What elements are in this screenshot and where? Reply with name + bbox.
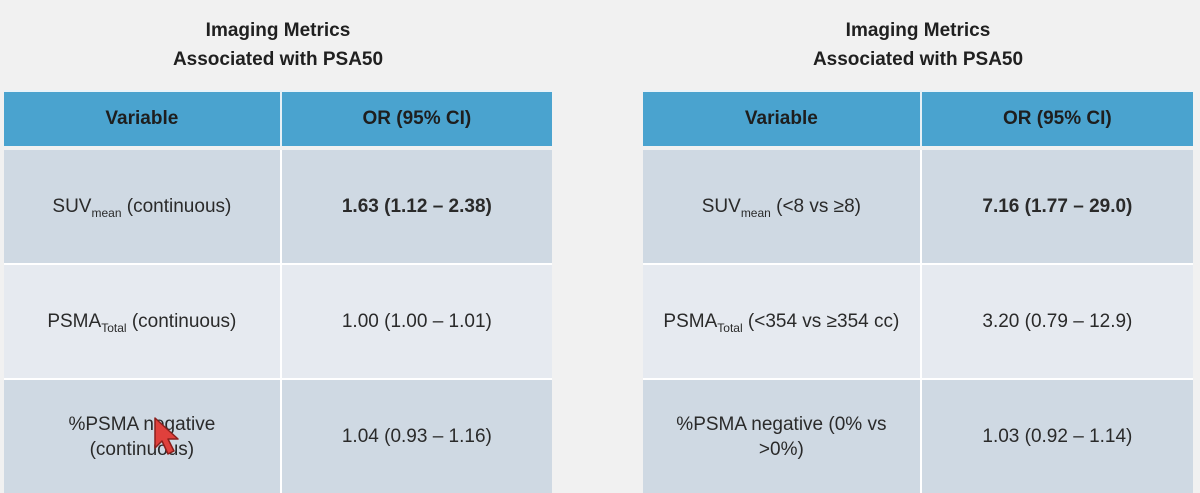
right-title-line2: Associated with PSA50 [812,49,1024,70]
variable-main: PSMA [663,311,718,332]
pointer-cursor-icon [154,417,179,455]
or-ci-cell: 1.00 (1.00 – 1.01) [280,263,552,379]
table-row: PSMATotal (continuous) 1.00 (1.00 – 1.01… [4,263,552,379]
table-row: SUVmean (<8 vs ≥8) 7.16 (1.77 – 29.0) [643,146,1193,264]
header-variable: Variable [643,90,922,148]
or-ci-cell: 7.16 (1.77 – 29.0) [920,146,1193,264]
left-panel-title: Imaging Metrics Associated with PSA50 [4,16,552,74]
variable-subscript: Total [101,321,127,335]
variable-detail: (continuous) [126,311,237,332]
table-header-row: Variable OR (95% CI) [4,90,552,148]
variable-cell: PSMATotal (continuous) [4,263,282,379]
variable-cell: SUVmean (continuous) [4,146,282,264]
variable-cell: %PSMA negative (continuous) [4,378,282,493]
right-panel-title: Imaging Metrics Associated with PSA50 [643,16,1193,74]
variable-subscript: Total [717,321,743,335]
variable-line1: %PSMA negative [68,413,216,435]
header-or-ci: OR (95% CI) [920,90,1193,148]
variable-subscript: mean [740,206,771,220]
variable-detail: (<354 vs ≥354 cc) [742,311,900,332]
header-variable: Variable [4,90,282,148]
header-or-ci: OR (95% CI) [280,90,552,148]
table-header-row: Variable OR (95% CI) [643,90,1193,148]
left-title-line2: Associated with PSA50 [172,49,384,70]
variable-main: SUV [701,196,741,217]
variable-detail: (continuous) [121,196,232,217]
table-row: SUVmean (continuous) 1.63 (1.12 – 2.38) [4,146,552,264]
variable-detail: (<8 vs ≥8) [770,196,861,217]
left-metrics-table: Variable OR (95% CI) SUVmean (continuous… [4,90,552,493]
left-title-line1: Imaging Metrics [205,20,351,41]
or-ci-cell: 1.03 (0.92 – 1.14) [920,378,1193,493]
variable-subscript: mean [91,206,122,220]
variable-cell: PSMATotal (<354 vs ≥354 cc) [643,263,922,379]
table-row: PSMATotal (<354 vs ≥354 cc) 3.20 (0.79 –… [643,263,1193,379]
variable-main: PSMA [47,311,102,332]
table-row: %PSMA negative (continuous) 1.04 (0.93 – … [4,378,552,493]
or-ci-cell: 1.63 (1.12 – 2.38) [280,146,552,264]
table-row: %PSMA negative (0% vs >0%) 1.03 (0.92 – 1… [643,378,1193,493]
right-title-line1: Imaging Metrics [845,20,991,41]
or-ci-cell: 3.20 (0.79 – 12.9) [920,263,1193,379]
or-ci-cell: 1.04 (0.93 – 1.16) [280,378,552,493]
right-metrics-table: Variable OR (95% CI) SUVmean (<8 vs ≥8) … [643,90,1193,493]
variable-line1: %PSMA negative (0% vs [676,413,887,435]
variable-cell: SUVmean (<8 vs ≥8) [643,146,922,264]
variable-cell: %PSMA negative (0% vs >0%) [643,378,922,493]
variable-main: SUV [52,196,92,217]
variable-line2: >0%) [758,438,804,460]
